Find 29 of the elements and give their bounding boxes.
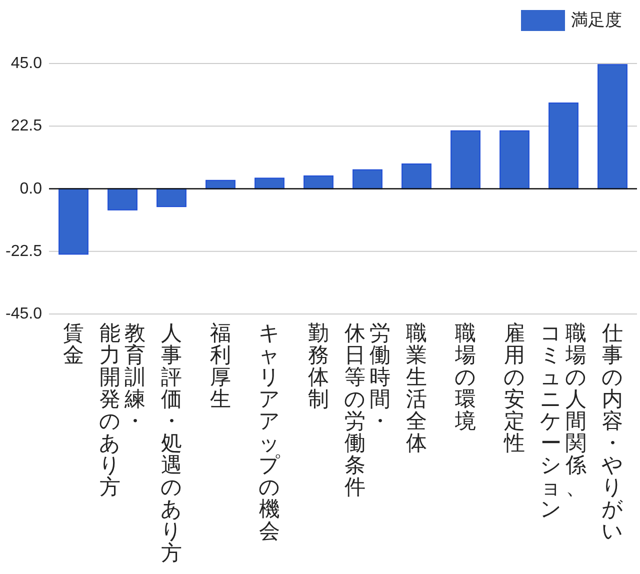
- x-tick-label: 職業生活全体: [405, 321, 428, 455]
- y-tick-label: 0.0: [20, 180, 42, 198]
- bar: [500, 130, 530, 190]
- x-tick-label: 雇用の安定性: [502, 321, 526, 455]
- bar: [548, 102, 578, 190]
- bar: [108, 188, 138, 210]
- category-label: 労働時間・休日等の労働条件: [344, 321, 390, 499]
- y-tick-label: 22.5: [10, 118, 42, 135]
- category-label: 仕事の内容・やりがい: [602, 321, 624, 543]
- bar: [402, 163, 432, 190]
- bar: [304, 175, 334, 190]
- category-label: 職場の人間関係、コミュニケーション: [540, 321, 587, 521]
- x-tick-label: 職場の環境: [454, 321, 478, 433]
- x-tick-label: 賃金: [62, 321, 85, 367]
- bar: [450, 130, 480, 190]
- y-tick-label: -45.0: [6, 306, 42, 322]
- category-label: 教育訓練・能力開発のあり方: [99, 321, 146, 499]
- legend-label: 満足度: [571, 10, 622, 30]
- category-label: 人事評価・処遇のあり方: [160, 321, 182, 565]
- bar: [58, 188, 88, 255]
- bar: [254, 178, 284, 190]
- y-tick-label: -22.5: [6, 242, 42, 260]
- bar: [156, 188, 186, 208]
- y-tick-label: 45.0: [10, 55, 42, 72]
- x-tick-label: 福利厚生: [209, 321, 232, 411]
- bar: [352, 169, 382, 190]
- category-label: キャリアアップの機会: [258, 321, 280, 543]
- x-tick-label: 勤務体制: [307, 321, 330, 411]
- bar: [598, 64, 628, 190]
